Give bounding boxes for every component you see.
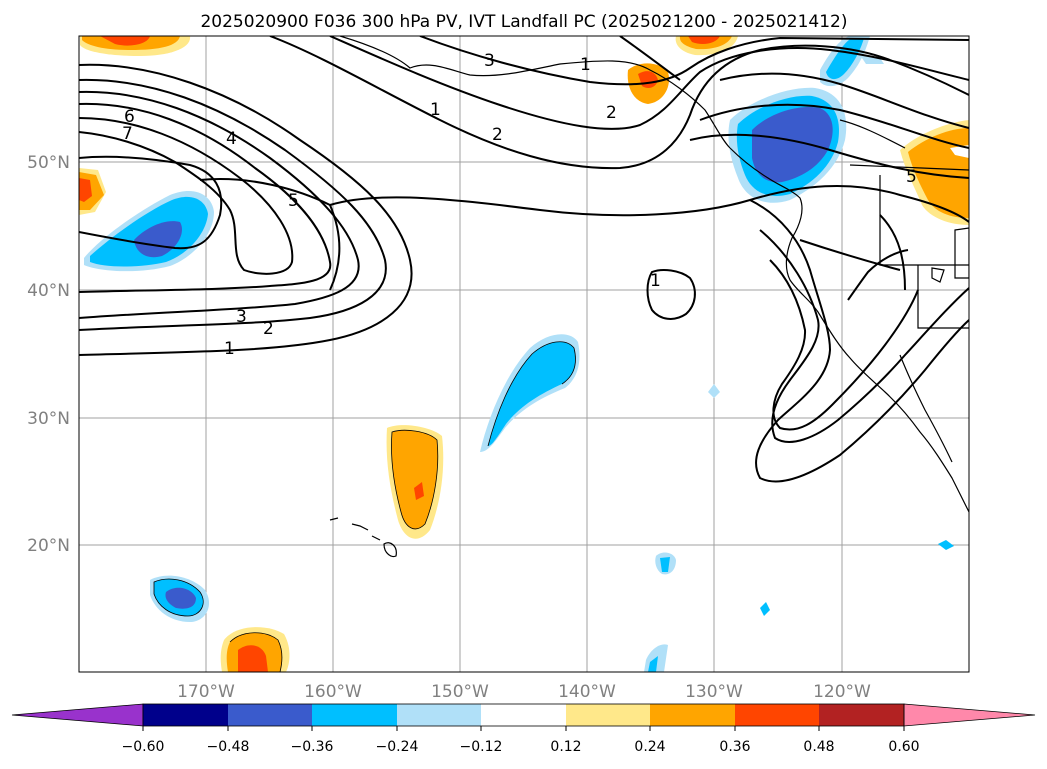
colorbar-extend-low [11, 703, 144, 727]
contour-label: 6 [124, 107, 135, 127]
figure-title: 2025020900 F036 300 hPa PV, IVT Landfall… [200, 12, 847, 32]
lon-label: 120°W [813, 682, 871, 702]
contour-label: 2 [606, 103, 617, 123]
positive-anomalies [79, 36, 969, 672]
contour-label: 1 [430, 100, 441, 120]
colorbar-segment [566, 704, 650, 726]
colorbar-segment [819, 704, 904, 726]
map-frame [78, 35, 970, 673]
colorbar-frame [142, 703, 905, 727]
colorbar-tick-label: 0.60 [888, 739, 919, 755]
map-panel: 6 7 4 5 3 2 1 1 2 3 1 2 1 5 [78, 35, 970, 673]
contour-label: 5 [906, 167, 917, 187]
colorbar-segment [735, 704, 819, 726]
colorbar-tick-label: 0.12 [550, 739, 581, 755]
lon-label: 170°W [177, 682, 235, 702]
contour-label: 2 [263, 319, 274, 339]
contour-label: 1 [650, 271, 661, 291]
contour-label: 3 [236, 307, 247, 327]
contour-label: 5 [288, 191, 299, 211]
colorbar-segment [228, 704, 312, 726]
colorbar-segment [397, 704, 481, 726]
contour-label: 3 [484, 51, 495, 71]
colorbar-segment [312, 704, 397, 726]
colorbar-tick-label: −0.12 [460, 739, 503, 755]
colorbar-extend-high [903, 703, 1036, 727]
colorbar-tick-label: −0.60 [122, 739, 165, 755]
contour-label: 2 [492, 125, 503, 145]
lon-label: 150°W [431, 682, 489, 702]
colorbar-tick-label: −0.48 [207, 739, 250, 755]
colorbar-segment [143, 704, 228, 726]
pv-contours [79, 36, 969, 483]
colorbar-tick-label: −0.36 [291, 739, 334, 755]
colorbar-tick-label: −0.24 [376, 739, 419, 755]
colorbar-tick-label: 0.48 [803, 739, 834, 755]
lat-labels: 50°N 40°N 30°N 20°N [27, 153, 70, 556]
contour-label: 1 [224, 339, 235, 359]
colorbar-tick-labels: −0.60 −0.48 −0.36 −0.24 −0.12 0.12 0.24 … [122, 739, 920, 755]
lat-label: 40°N [27, 281, 70, 301]
lon-label: 160°W [304, 682, 362, 702]
lat-label: 20°N [27, 536, 70, 556]
colorbar-segment [650, 704, 735, 726]
colorbar: −0.60 −0.48 −0.36 −0.24 −0.12 0.12 0.24 … [11, 703, 1036, 755]
lon-label: 130°W [685, 682, 743, 702]
contour-labels: 6 7 4 5 3 2 1 1 2 3 1 2 1 5 [122, 51, 917, 359]
gridlines [79, 36, 969, 672]
contour-label: 4 [226, 129, 237, 149]
colorbar-tick-label: 0.36 [719, 739, 750, 755]
lat-label: 30°N [27, 409, 70, 429]
colorbar-tick-label: 0.24 [634, 739, 665, 755]
contour-label: 1 [580, 55, 591, 75]
lon-label: 140°W [558, 682, 616, 702]
contour-label: 7 [122, 124, 133, 144]
colorbar-ticks [142, 726, 905, 731]
lon-labels: 170°W 160°W 150°W 140°W 130°W 120°W [177, 682, 871, 702]
shade-outlines [153, 341, 576, 672]
lat-label: 50°N [27, 153, 70, 173]
colorbar-segment [481, 704, 566, 726]
